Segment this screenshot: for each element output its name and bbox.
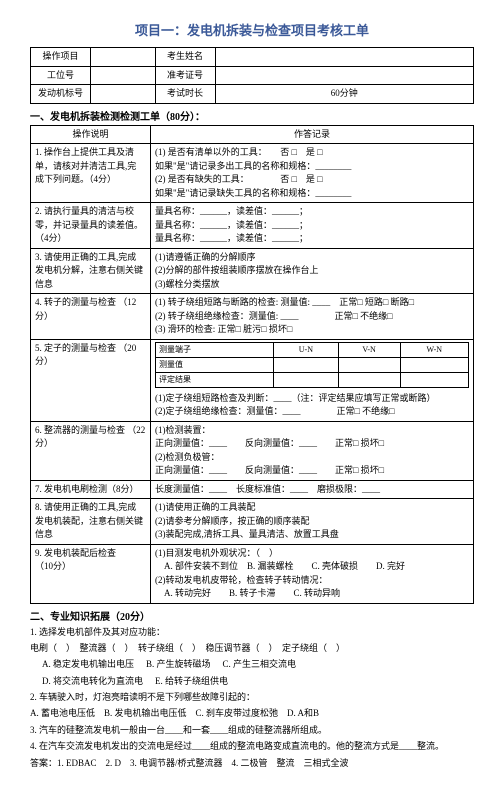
ans: 答案：1. EDBAC 2. D 3. 电调节器/桥式整流器 4. 二极管 整流… [30, 756, 474, 770]
it-r1c1 [274, 357, 338, 372]
r4-right: (1) 转子绕组短路与断路的检查: 测量值: ____ 正常□ 短路□ 断路□ … [151, 294, 474, 340]
h-r2-l1: 工位号 [31, 66, 91, 85]
r2-left: 2. 请执行量具的清洁与校 零，并记录量具的读差值。（4分） [31, 203, 151, 249]
h-r1-l3: 考生姓名 [155, 48, 215, 67]
r4-left: 4. 转子的测量与检查 （12分） [31, 294, 151, 340]
h-r1-v1 [91, 48, 156, 67]
it-r2c3 [400, 372, 468, 387]
it-h2: V-N [338, 342, 400, 357]
q2-opts: A. 蓄电池电压低 B. 发电机输出电压低 C. 刹车皮带过度松弛 D. A和B [30, 706, 474, 720]
h-r3-v2: 60分钟 [215, 85, 473, 104]
h-r2-v1 [91, 66, 156, 85]
it-r1c3 [400, 357, 468, 372]
r8-right: (1)请使用正确的工具装配 (2)请参考分解顺序，按正确的顺序装配 (3)装配完… [151, 499, 474, 545]
r1-left: 1. 操作台上提供工具及清 单，请核对并清洁工具,完 成下列问题。（4分） [31, 144, 151, 203]
r3-left: 3. 请使用正确的工具,完成 发电机分解，注意右侧关键 信息 [31, 248, 151, 294]
inner-table: 测量端子 U-N V-N W-N 测量值 评定结果 [155, 342, 469, 388]
r7-right: 长度测量值：____ 长度标准值：____ 磨损极限：____ [151, 480, 474, 499]
h-r3-v1 [91, 85, 156, 104]
r6-left: 6. 整流器的测量与检查 （22分） [31, 421, 151, 480]
r9-right: (1)目测发电机外观状况：（ ） A. 部件安装不到位 B. 漏装螺栓 C. 壳… [151, 544, 474, 603]
th-op: 操作说明 [31, 125, 151, 144]
q1e: E. 给转子绕组供电 [155, 676, 228, 686]
it-h0: 测量端子 [156, 342, 274, 357]
r5-right: 测量端子 U-N V-N W-N 测量值 评定结果 (1)定子绕组短路检查及判断… [151, 339, 474, 421]
header-table: 操作项目 考生姓名 工位号 准考证号 发动机标号 考试时长 60分钟 [30, 47, 474, 104]
q1-line: 电刷（ ） 整流器（ ） 转子绕组（ ） 稳压调节器（ ） 定子绕组（ ） [30, 641, 474, 655]
r3-right: (1)请遵循正确的分解顺序 (2)分解的部件按组装顺序摆放在操作台上 (3)螺栓… [151, 248, 474, 294]
section2-title: 二、专业知识拓展（20分） [30, 608, 474, 623]
main-table: 操作说明 作答记录 1. 操作台上提供工具及清 单，请核对并清洁工具,完 成下列… [30, 125, 474, 604]
h-r1-l1: 操作项目 [31, 48, 91, 67]
r2-right: 量具名称：______，读差值：______； 量具名称：______，读差值：… [151, 203, 474, 249]
h-r2-l3: 准考证号 [155, 66, 215, 85]
it-r2c2 [338, 372, 400, 387]
it-r2c0: 评定结果 [156, 372, 274, 387]
it-h1: U-N [274, 342, 338, 357]
q1a: A. 稳定发电机输出电压 [42, 659, 134, 669]
r6-right: (1)检测装置： 正向测量值：____ 反向测量值：____ 正常□ 损坏□ (… [151, 421, 474, 480]
q1: 1. 选择发电机部件及其对应功能： [30, 625, 474, 639]
h-r3-l3: 考试时长 [155, 85, 215, 104]
h-r2-v2 [215, 66, 473, 85]
q2: 2. 车辆驶入时，灯泡亮暗读明不是下列哪些故障引起的： [30, 690, 474, 704]
it-r1c0: 测量值 [156, 357, 274, 372]
th-ans: 作答记录 [151, 125, 474, 144]
question-list: 1. 选择发电机部件及其对应功能： 电刷（ ） 整流器（ ） 转子绕组（ ） 稳… [30, 625, 474, 771]
q1b: B. 产生旋转磁场 [146, 659, 211, 669]
page-title: 项目一：发电机拆装与检查项目考核工单 [30, 20, 474, 39]
section1-title: 一、发电机拆装检测检测工单（80分）： [30, 108, 474, 123]
it-r2c1 [274, 372, 338, 387]
q4: 4. 在汽车交流发电机发出的交流电是经过____组成的整流电路变成直流电的。他的… [30, 739, 474, 753]
r8-left: 8. 请使用正确的工具,完成 发电机装配，注意右侧关键 信息 [31, 499, 151, 545]
it-r1c2 [338, 357, 400, 372]
it-h3: W-N [400, 342, 468, 357]
q3: 3. 汽车的硅整流发电机一般由一台____和一套____组成的硅整流器所组成。 [30, 723, 474, 737]
q1c: C. 产生三相交流电 [223, 659, 297, 669]
h-r1-v2 [215, 48, 473, 67]
r7-left: 7. 发电机电刷检测（8分） [31, 480, 151, 499]
r9-left: 9. 发电机装配后检查 （10分） [31, 544, 151, 603]
r5-left: 5. 定子的测量与检查 （20分） [31, 339, 151, 421]
q1d: D. 将交流电转化为直流电 [42, 676, 143, 686]
r1-right: (1) 是否有清单以外的工具： 否 □ 是 □ 如果"是"请记录多出工具的名称和… [151, 144, 474, 203]
h-r3-l1: 发动机标号 [31, 85, 91, 104]
r5-after: (1)定子绕组短路检查及判断：____（注：评定结果应填写正常或断路） (2)定… [155, 392, 469, 419]
